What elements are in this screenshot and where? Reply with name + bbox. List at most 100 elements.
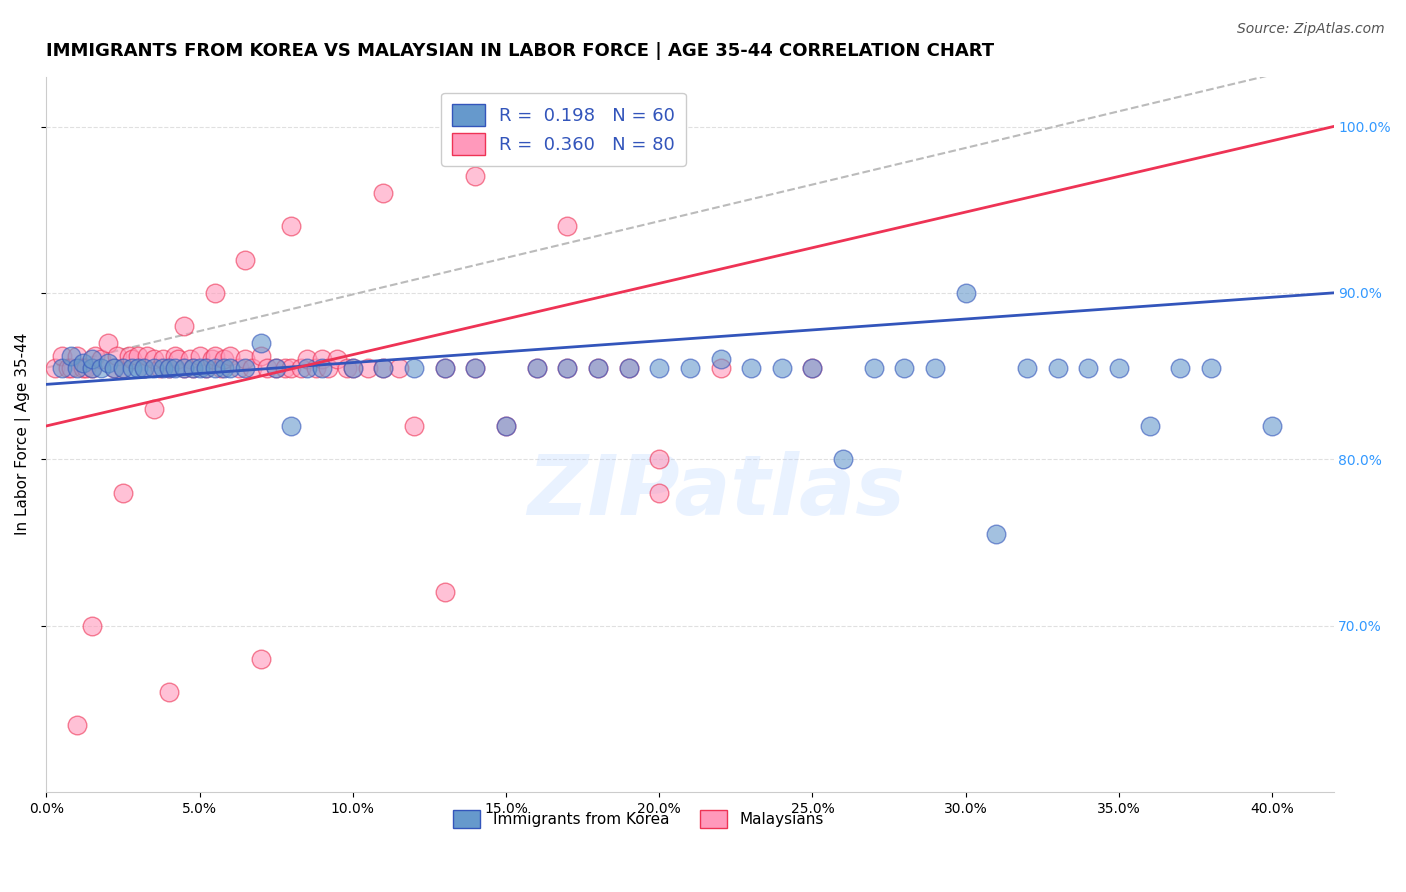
Y-axis label: In Labor Force | Age 35-44: In Labor Force | Age 35-44	[15, 333, 31, 535]
Text: ZIPatlas: ZIPatlas	[527, 451, 904, 532]
Point	[526, 360, 548, 375]
Point	[617, 360, 640, 375]
Point	[209, 360, 232, 375]
Point	[66, 360, 89, 375]
Point	[526, 360, 548, 375]
Point	[555, 360, 578, 375]
Point	[179, 352, 201, 367]
Point	[72, 360, 94, 375]
Point	[305, 360, 328, 375]
Point	[157, 360, 180, 375]
Point	[173, 360, 195, 375]
Point	[326, 352, 349, 367]
Point	[97, 356, 120, 370]
Point	[986, 527, 1008, 541]
Point	[142, 402, 165, 417]
Point	[555, 219, 578, 234]
Point	[142, 360, 165, 375]
Point	[342, 360, 364, 375]
Point	[75, 360, 97, 375]
Point	[82, 360, 104, 375]
Point	[648, 452, 671, 467]
Point	[924, 360, 946, 375]
Point	[250, 652, 273, 666]
Point	[163, 349, 186, 363]
Point	[311, 360, 333, 375]
Point	[121, 352, 143, 367]
Point	[204, 349, 226, 363]
Point	[1015, 360, 1038, 375]
Point	[256, 360, 278, 375]
Point	[240, 360, 263, 375]
Point	[56, 360, 79, 375]
Point	[648, 485, 671, 500]
Point	[51, 360, 73, 375]
Point	[801, 360, 824, 375]
Point	[127, 360, 149, 375]
Legend: Immigrants from Korea, Malaysians: Immigrants from Korea, Malaysians	[447, 804, 830, 834]
Point	[1168, 360, 1191, 375]
Point	[84, 349, 107, 363]
Point	[495, 419, 517, 434]
Point	[1046, 360, 1069, 375]
Point	[59, 349, 82, 363]
Point	[264, 360, 287, 375]
Point	[228, 360, 250, 375]
Point	[464, 360, 486, 375]
Point	[373, 186, 395, 200]
Point	[212, 360, 235, 375]
Point	[709, 360, 731, 375]
Point	[127, 349, 149, 363]
Point	[1108, 360, 1130, 375]
Point	[157, 685, 180, 699]
Point	[105, 349, 128, 363]
Point	[464, 169, 486, 184]
Point	[235, 352, 257, 367]
Point	[280, 419, 302, 434]
Point	[311, 352, 333, 367]
Point	[90, 352, 112, 367]
Point	[44, 360, 66, 375]
Point	[82, 352, 104, 367]
Point	[163, 360, 186, 375]
Point	[183, 360, 205, 375]
Point	[121, 360, 143, 375]
Point	[893, 360, 915, 375]
Point	[59, 360, 82, 375]
Point	[316, 360, 339, 375]
Point	[152, 352, 174, 367]
Point	[157, 360, 180, 375]
Point	[740, 360, 762, 375]
Point	[219, 360, 242, 375]
Point	[388, 360, 411, 375]
Point	[134, 360, 156, 375]
Point	[280, 219, 302, 234]
Point	[433, 360, 456, 375]
Point	[295, 352, 318, 367]
Point	[194, 360, 217, 375]
Point	[204, 285, 226, 300]
Point	[280, 360, 302, 375]
Point	[862, 360, 884, 375]
Point	[586, 360, 609, 375]
Point	[336, 360, 359, 375]
Point	[235, 252, 257, 267]
Point	[295, 360, 318, 375]
Point	[1261, 419, 1284, 434]
Point	[82, 618, 104, 632]
Point	[586, 360, 609, 375]
Point	[290, 360, 312, 375]
Point	[402, 360, 425, 375]
Point	[188, 360, 211, 375]
Point	[118, 349, 141, 363]
Point	[212, 352, 235, 367]
Point	[1199, 360, 1222, 375]
Point	[136, 349, 159, 363]
Text: Source: ZipAtlas.com: Source: ZipAtlas.com	[1237, 22, 1385, 37]
Point	[134, 360, 156, 375]
Point	[82, 360, 104, 375]
Point	[167, 352, 190, 367]
Point	[402, 419, 425, 434]
Point	[648, 360, 671, 375]
Point	[679, 360, 702, 375]
